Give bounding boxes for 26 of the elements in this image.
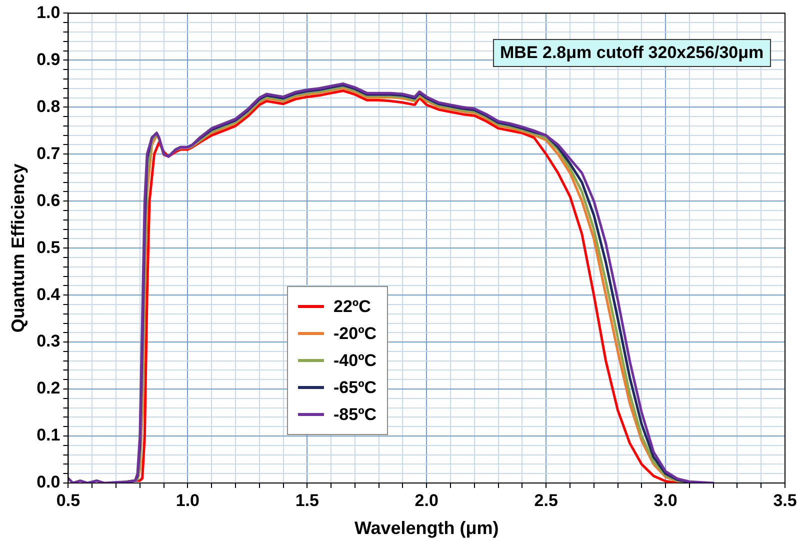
legend-label: -65ºC <box>334 378 377 398</box>
y-tick-label: 0.5 <box>36 238 60 257</box>
y-tick-label: 0.6 <box>36 190 60 210</box>
y-axis-title: Quantum Efficiency <box>8 164 28 333</box>
y-tick-label: 0.9 <box>36 50 60 69</box>
x-tick-label: 3.0 <box>654 490 678 510</box>
y-tick-label: 0.4 <box>36 284 61 304</box>
x-tick-label: 2.0 <box>414 490 438 510</box>
legend-label: 22ºC <box>334 296 371 317</box>
legend-label: -85ºC <box>334 404 377 425</box>
y-tick-label: 0.2 <box>36 378 60 398</box>
annotation: MBE 2.8μm cutoff 320x256/30μm <box>493 39 771 68</box>
legend-label: -40ºC <box>334 350 377 371</box>
y-tick-label: 0.7 <box>36 144 60 163</box>
y-tick-label: 1.0 <box>36 2 60 22</box>
y-tick-label: 0.8 <box>36 96 60 116</box>
x-tick-label: 1.0 <box>176 490 200 510</box>
x-tick-label: 3.5 <box>773 490 797 510</box>
y-tick-label: 0.0 <box>36 472 60 492</box>
y-tick-label: 0.1 <box>36 426 60 445</box>
x-tick-label: 2.5 <box>534 490 558 510</box>
x-tick-label: 1.5 <box>295 490 319 510</box>
x-axis-title: Wavelength (μm) <box>354 518 499 538</box>
y-tick-label: 0.3 <box>36 332 60 351</box>
x-tick-label: 0.5 <box>56 490 80 510</box>
legend-label: -20ºC <box>334 324 377 344</box>
